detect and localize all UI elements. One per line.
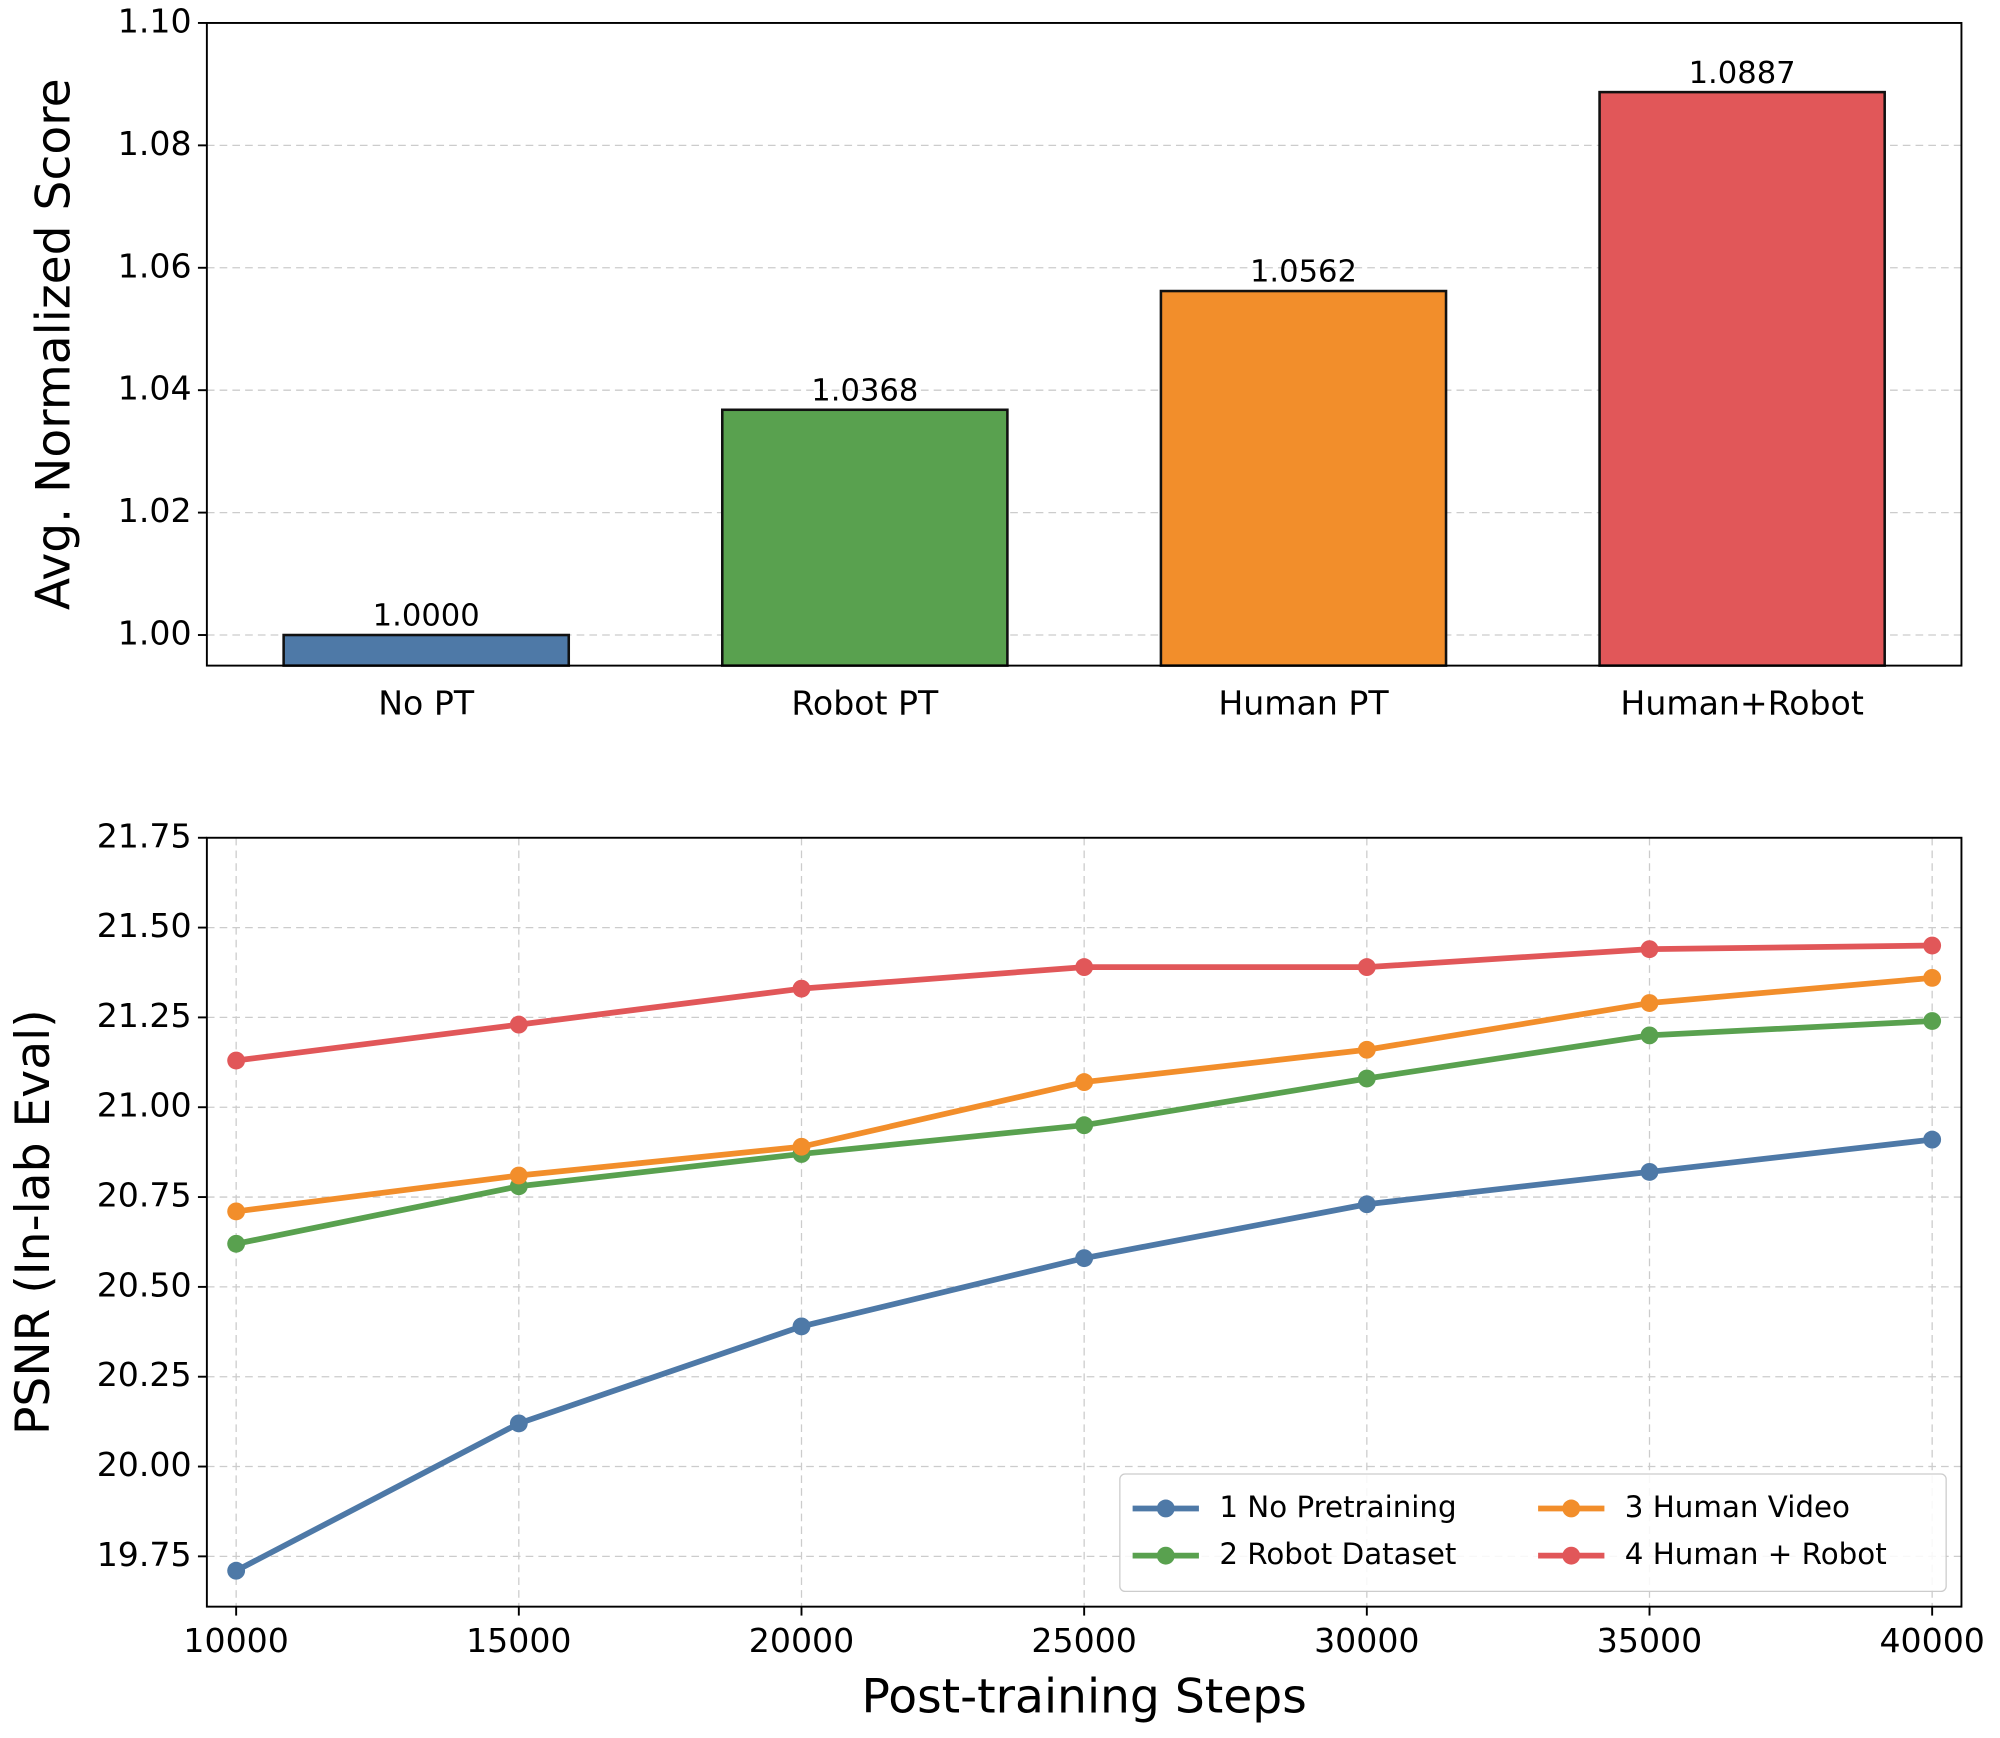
legend-label: 4 Human + Robot (1625, 1537, 1887, 1571)
point (1640, 1162, 1659, 1181)
legend-label: 3 Human Video (1625, 1490, 1850, 1524)
x-axis-label: Post-training Steps (862, 1670, 1307, 1725)
y-tick-label: 1.08 (118, 124, 192, 163)
x-tick-label: No PT (378, 684, 475, 723)
point (792, 979, 811, 998)
y-tick-label: 21.25 (97, 996, 192, 1035)
point (1075, 1073, 1094, 1092)
y-tick-label: 1.06 (118, 246, 192, 285)
value-label: 1.0000 (373, 599, 480, 634)
x-tick-label: Human+Robot (1620, 684, 1863, 723)
point (792, 1317, 811, 1336)
x-tick-label: 30000 (1314, 1621, 1419, 1660)
y-tick-label: 1.00 (118, 614, 192, 653)
y-tick-label: 21.75 (97, 816, 192, 855)
value-label: 1.0368 (811, 373, 918, 408)
point (227, 1202, 246, 1221)
point (1075, 1116, 1094, 1135)
point (1357, 1195, 1376, 1214)
point (509, 1414, 528, 1433)
bar (1598, 90, 1886, 667)
point (1357, 958, 1376, 977)
value-label: 1.0562 (1250, 255, 1357, 290)
y-tick-label: 21.00 (97, 1086, 192, 1125)
plot-frame (205, 836, 1963, 1608)
plot-frame (205, 21, 1963, 667)
point (1357, 1069, 1376, 1088)
y-tick-label: 1.04 (118, 369, 192, 408)
legend-frame (1119, 1473, 1947, 1592)
y-tick-label: 20.50 (97, 1265, 192, 1304)
point (1923, 936, 1942, 955)
x-tick-label: Robot PT (791, 684, 939, 723)
point (1075, 1249, 1094, 1268)
x-tick-label: 40000 (1879, 1621, 1984, 1660)
y-axis-label: Avg. Normalized Score (26, 78, 81, 610)
legend-marker (1562, 1499, 1581, 1518)
y-tick-label: 21.50 (97, 906, 192, 945)
y-tick-label: 20.00 (97, 1445, 192, 1484)
legend-label: 1 No Pretraining (1219, 1490, 1456, 1524)
legend-marker (1156, 1499, 1175, 1518)
legend-marker (1156, 1546, 1175, 1565)
x-tick-label: 35000 (1597, 1621, 1702, 1660)
bar (1159, 289, 1448, 667)
x-tick-label: Human PT (1218, 684, 1389, 723)
legend-marker (1562, 1546, 1581, 1565)
x-tick-label: 10000 (183, 1621, 288, 1660)
point (509, 1015, 528, 1034)
point (1357, 1040, 1376, 1059)
point (1923, 1130, 1942, 1149)
point (509, 1166, 528, 1185)
y-tick-label: 1.02 (118, 491, 192, 530)
x-tick-label: 25000 (1031, 1621, 1136, 1660)
y-tick-label: 20.25 (97, 1355, 192, 1394)
point (1640, 994, 1659, 1012)
bar (282, 633, 571, 667)
bar (721, 408, 1009, 667)
y-tick-label: 19.75 (97, 1535, 192, 1574)
point (227, 1051, 246, 1070)
point (1923, 1012, 1942, 1030)
point (227, 1561, 246, 1580)
x-tick-label: 15000 (466, 1621, 571, 1660)
point (1640, 940, 1659, 959)
y-axis-label: PSNR (In-lab Eval) (6, 1009, 61, 1435)
legend-label: 2 Robot Dataset (1219, 1537, 1456, 1571)
value-label: 1.0887 (1689, 56, 1796, 91)
point (227, 1234, 246, 1253)
point (1075, 958, 1094, 977)
point (1640, 1026, 1659, 1045)
x-tick-label: 20000 (749, 1621, 854, 1660)
legend: 1 No Pretraining 2 Robot Dataset 3 Human V… (1119, 1473, 1947, 1592)
point (1923, 968, 1942, 987)
point (792, 1137, 811, 1156)
y-tick-label: 1.10 (118, 1, 192, 40)
y-tick-label: 20.75 (97, 1176, 192, 1215)
